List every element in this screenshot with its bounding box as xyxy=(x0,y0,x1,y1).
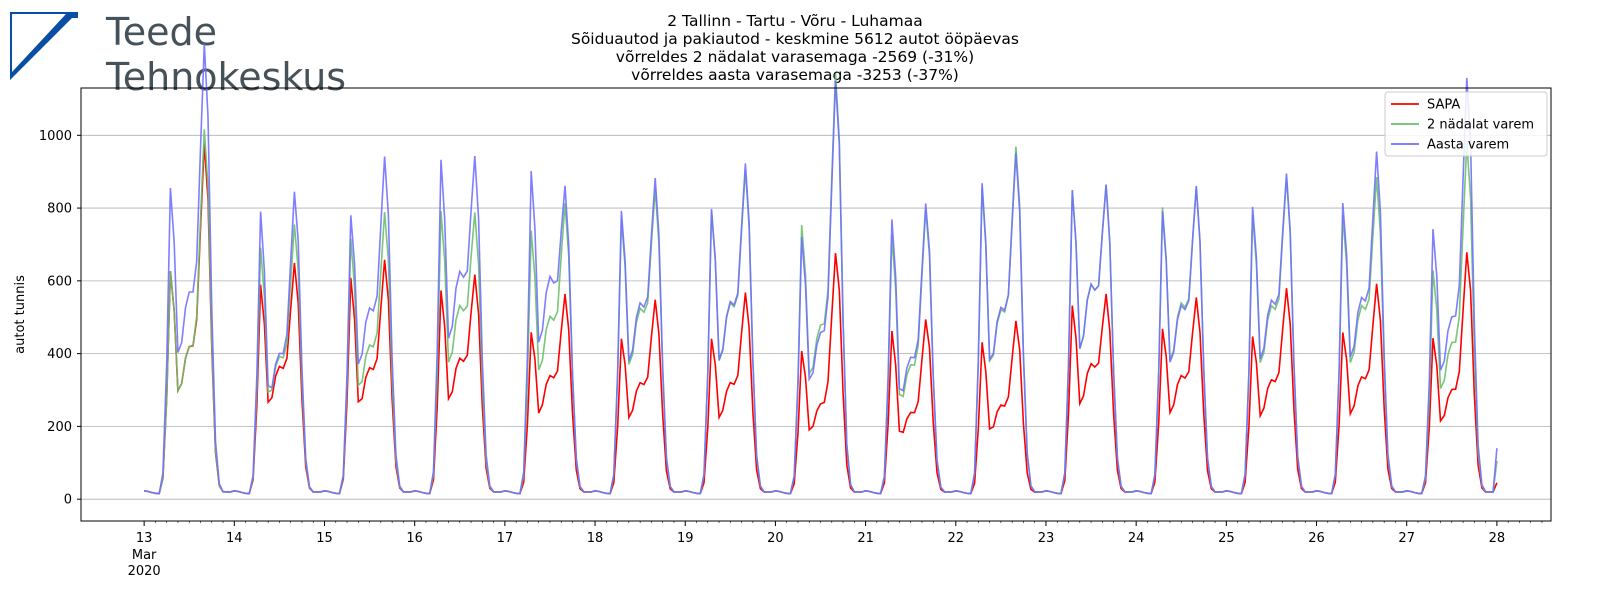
x-tick-label: 24 xyxy=(1128,531,1145,546)
x-tick-label: 28 xyxy=(1489,531,1506,546)
x-tick-label: 26 xyxy=(1308,531,1325,546)
x-tick-label: 25 xyxy=(1218,531,1235,546)
x-tick-label: 21 xyxy=(857,531,874,546)
x-tick-label: 22 xyxy=(948,531,965,546)
x-tick-label: 14 xyxy=(226,531,243,546)
x-tick-label: 15 xyxy=(316,531,333,546)
y-tick-label: 1000 xyxy=(39,129,72,144)
y-tick-label: 800 xyxy=(47,202,72,217)
x-tick-label: 23 xyxy=(1038,531,1055,546)
series-line-sapa xyxy=(143,143,1498,495)
x-tick-label: 27 xyxy=(1398,531,1415,546)
legend-label: SAPA xyxy=(1427,98,1460,113)
x-tick-label: 18 xyxy=(587,531,604,546)
logo-line-1: Teede xyxy=(106,10,218,54)
chart-subtitle-3: võrreldes aasta varasemaga -3253 (-37%) xyxy=(631,66,959,84)
legend-label: 2 nädalat varem xyxy=(1427,118,1534,133)
y-tick-label: 0 xyxy=(64,493,72,508)
series-line-2-n-dalat-varem xyxy=(143,73,1498,495)
x-tick-sublabel: Mar xyxy=(132,548,157,563)
y-axis-label: autot tunnis xyxy=(13,275,28,354)
x-tick-label: 17 xyxy=(497,531,514,546)
logo: Teede Tehnokeskus xyxy=(10,8,350,99)
logo-line-2: Tehnokeskus xyxy=(106,55,347,99)
logo-wordmark: Teede Tehnokeskus xyxy=(106,10,346,100)
x-tick-label: 13 xyxy=(136,531,153,546)
plot-frame xyxy=(80,87,1552,522)
x-tick-label: 16 xyxy=(406,531,423,546)
logo-mark xyxy=(10,12,78,80)
chart-title: 2 Tallinn - Tartu - Võru - Luhamaa xyxy=(667,12,923,30)
y-tick-label: 200 xyxy=(47,420,72,435)
chart-subtitle-2: võrreldes 2 nädalat varasemaga -2569 (-3… xyxy=(615,48,975,66)
legend-box xyxy=(1384,91,1548,157)
x-tick-label: 19 xyxy=(677,531,694,546)
legend-label: Aasta varem xyxy=(1427,138,1509,153)
x-tick-sublabel: 2020 xyxy=(128,564,161,579)
y-tick-label: 600 xyxy=(47,274,72,289)
chart-subtitle-1: Sõiduautod ja pakiautod - keskmine 5612 … xyxy=(570,30,1019,48)
x-tick-label: 20 xyxy=(767,531,784,546)
series-line-aasta-varem xyxy=(143,43,1498,495)
y-tick-label: 400 xyxy=(47,347,72,362)
chart-title-block: 2 Tallinn - Tartu - Võru - Luhamaa Sõidu… xyxy=(330,12,1260,84)
